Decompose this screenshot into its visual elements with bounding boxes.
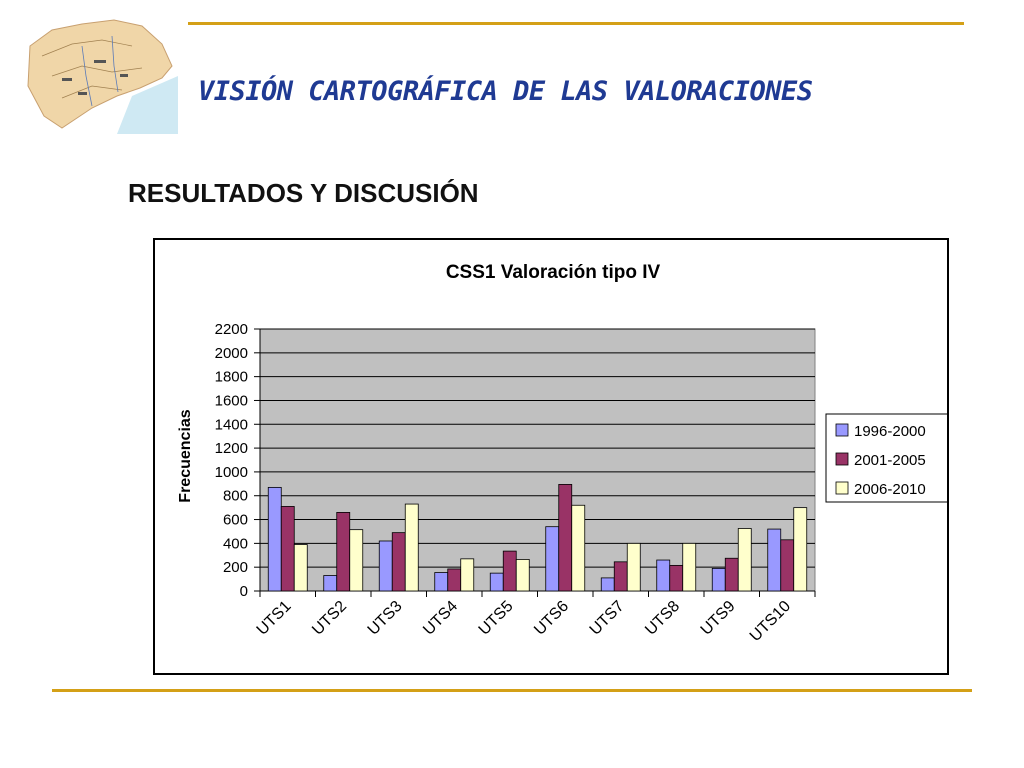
bar-uts8-s1 bbox=[656, 559, 671, 592]
legend-label: 2001-2005 bbox=[854, 452, 926, 469]
bar-uts4-s3 bbox=[460, 558, 475, 592]
x-tick-label: UTS2 bbox=[309, 598, 350, 639]
bar-uts2-s1 bbox=[323, 575, 338, 592]
bar-uts10-s3 bbox=[793, 507, 808, 592]
y-tick-label: 2000 bbox=[215, 345, 248, 362]
legend-swatch bbox=[835, 452, 849, 466]
y-tick-label: 800 bbox=[223, 488, 248, 505]
map-thumbnail bbox=[22, 16, 178, 134]
legend-label: 2006-2010 bbox=[854, 481, 926, 498]
bar-uts6-s3 bbox=[571, 504, 586, 592]
bar-uts5-s2 bbox=[502, 550, 517, 592]
y-axis-label: Frecuencias bbox=[177, 409, 194, 502]
bar-uts1-s3 bbox=[293, 544, 308, 592]
y-tick-label: 400 bbox=[223, 535, 248, 552]
bar-uts6-s1 bbox=[545, 526, 560, 592]
bar-uts8-s3 bbox=[682, 542, 697, 592]
bar-uts10-s1 bbox=[767, 528, 782, 592]
bar-uts5-s3 bbox=[515, 559, 530, 592]
y-tick-label: 1200 bbox=[215, 440, 248, 457]
section-title: RESULTADOS Y DISCUSIÓN bbox=[128, 178, 479, 208]
y-tick-label: 1600 bbox=[215, 392, 248, 409]
slide-title: VISIÓN CARTOGRÁFICA DE LAS VALORACIONES bbox=[198, 76, 813, 107]
x-tick-label: UTS7 bbox=[587, 598, 628, 639]
x-tick-label: UTS10 bbox=[747, 598, 794, 645]
bottom-rule bbox=[52, 689, 972, 692]
legend-label: 1996-2000 bbox=[854, 423, 926, 440]
x-tick-label: UTS5 bbox=[476, 598, 517, 639]
bar-uts8-s2 bbox=[669, 564, 684, 592]
legend-swatch bbox=[835, 481, 849, 495]
y-tick-label: 0 bbox=[240, 583, 248, 600]
chart-title: CSS1 Valoración tipo IV bbox=[446, 262, 661, 283]
legend-swatch bbox=[835, 423, 849, 437]
bar-uts3-s2 bbox=[391, 532, 406, 592]
bar-uts1-s2 bbox=[280, 506, 295, 592]
bar-uts4-s1 bbox=[434, 572, 449, 592]
bar-uts5-s1 bbox=[489, 572, 504, 592]
chart-frame: CSS1 Valoración tipo IV Frecuencias 0 200… bbox=[153, 238, 949, 675]
bar-uts1-s1 bbox=[267, 486, 282, 592]
x-tick-label: UTS9 bbox=[698, 598, 739, 639]
bar-uts2-s3 bbox=[349, 529, 364, 592]
y-tick-label: 600 bbox=[223, 512, 248, 529]
x-tick-label: UTS6 bbox=[531, 598, 572, 639]
y-tick-label: 200 bbox=[223, 559, 248, 576]
y-tick-label: 2200 bbox=[215, 321, 248, 338]
y-tick-label: 1400 bbox=[215, 416, 248, 433]
x-tick-label: UTS3 bbox=[365, 598, 406, 639]
bar-uts4-s2 bbox=[447, 568, 462, 592]
top-rule bbox=[188, 22, 964, 25]
bar-uts7-s3 bbox=[626, 542, 641, 592]
bar-uts10-s2 bbox=[780, 539, 795, 592]
x-tick-label: UTS1 bbox=[254, 598, 295, 639]
bar-uts9-s1 bbox=[711, 567, 726, 592]
y-tick-label: 1800 bbox=[215, 369, 248, 386]
bar-uts7-s2 bbox=[613, 561, 628, 592]
bar-uts9-s3 bbox=[737, 528, 752, 592]
y-tick-label: 1000 bbox=[215, 464, 248, 481]
bar-chart: CSS1 Valoración tipo IV Frecuencias 0 200… bbox=[177, 262, 947, 645]
bar-uts3-s3 bbox=[404, 503, 419, 592]
bar-uts9-s2 bbox=[724, 557, 739, 592]
x-tick-label: UTS8 bbox=[642, 598, 683, 639]
bar-uts6-s2 bbox=[558, 484, 573, 592]
x-tick-label: UTS4 bbox=[420, 598, 461, 639]
bar-uts3-s1 bbox=[378, 540, 393, 592]
bar-uts2-s2 bbox=[336, 511, 351, 592]
bar-uts7-s1 bbox=[600, 577, 615, 592]
